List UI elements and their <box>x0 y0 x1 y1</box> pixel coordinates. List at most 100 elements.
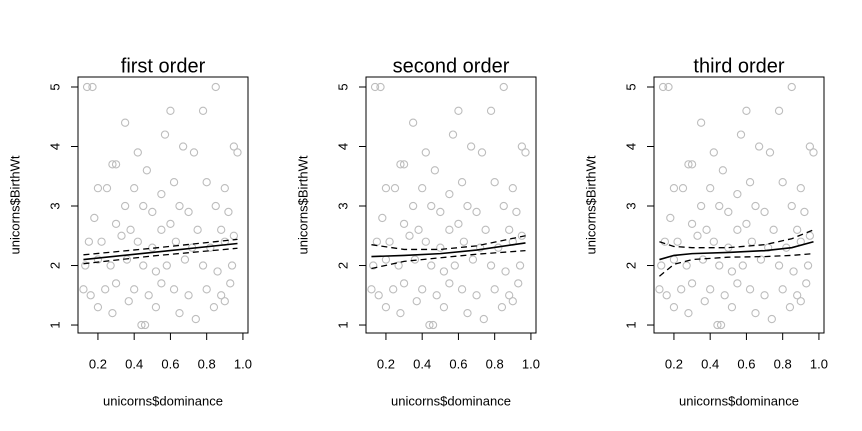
point <box>184 207 193 217</box>
point <box>106 261 115 270</box>
y-axis-label: unicorns$BirthWt <box>583 155 598 254</box>
panel: first order unicorns$dominance unicorns$Bi… <box>7 55 252 408</box>
point <box>508 297 517 306</box>
point <box>418 285 427 294</box>
point <box>439 267 449 276</box>
point <box>211 201 220 211</box>
point <box>778 285 787 294</box>
point <box>421 148 430 157</box>
point <box>180 255 190 264</box>
chart-title: first order <box>121 55 206 77</box>
confidence-line <box>371 249 526 270</box>
point <box>130 184 139 193</box>
point <box>439 303 449 312</box>
point <box>396 160 405 169</box>
confidence-line <box>371 235 526 251</box>
point <box>111 160 121 169</box>
point <box>376 82 385 92</box>
point <box>505 225 514 234</box>
point <box>193 225 202 234</box>
point <box>88 82 97 92</box>
x-axis-label: unicorns$dominance <box>679 393 799 408</box>
point <box>432 291 441 300</box>
chart-title: second order <box>393 55 510 77</box>
point <box>367 285 376 294</box>
point <box>477 148 487 157</box>
point <box>700 297 709 306</box>
y-tick-label: 3 <box>47 202 62 209</box>
point <box>657 261 666 270</box>
point <box>687 160 697 169</box>
x-tick-label: 0.8 <box>198 356 216 371</box>
x-tick-label: 1.0 <box>810 356 828 371</box>
point <box>789 267 798 276</box>
point <box>733 189 742 199</box>
point <box>399 219 409 229</box>
point <box>745 178 755 187</box>
point <box>93 184 103 193</box>
point <box>742 106 751 115</box>
x-tick-label: 0.8 <box>486 356 504 371</box>
point <box>160 130 170 139</box>
x-tick-label: 0.4 <box>125 356 143 371</box>
point <box>139 201 148 211</box>
point <box>803 261 813 270</box>
plot-frame <box>365 76 537 334</box>
point <box>684 160 693 169</box>
point <box>130 285 139 294</box>
y-tick-label: 5 <box>47 83 62 90</box>
point <box>137 320 146 330</box>
x-tick-label: 0.8 <box>774 356 792 371</box>
point <box>233 148 242 157</box>
point <box>666 213 675 223</box>
point <box>709 237 718 246</box>
point <box>399 160 409 169</box>
point <box>198 261 208 270</box>
point <box>213 267 222 276</box>
point <box>124 297 133 306</box>
confidence-line <box>83 247 238 265</box>
point <box>427 201 436 211</box>
point <box>751 201 760 211</box>
point <box>369 261 378 270</box>
point <box>754 142 764 151</box>
point <box>472 207 481 217</box>
point <box>660 237 670 246</box>
point <box>418 184 427 193</box>
x-axis-label: unicorns$dominance <box>103 393 223 408</box>
plot-frame <box>653 76 825 334</box>
point <box>515 261 525 270</box>
point <box>226 279 235 288</box>
point <box>508 184 517 193</box>
point <box>412 297 421 306</box>
point <box>220 297 229 306</box>
point <box>774 106 784 115</box>
y-tick-label: 1 <box>623 321 638 328</box>
x-tick-label: 0.4 <box>413 356 431 371</box>
y-tick-label: 4 <box>335 143 350 150</box>
x-tick-label: 0.4 <box>701 356 719 371</box>
point <box>751 308 760 318</box>
point <box>101 285 110 294</box>
point <box>139 261 148 270</box>
point <box>733 279 742 288</box>
y-tick-label: 5 <box>335 83 350 90</box>
point <box>166 106 175 115</box>
x-tick-label: 1.0 <box>234 356 252 371</box>
y-tick-label: 5 <box>623 83 638 90</box>
point <box>410 255 420 264</box>
point <box>521 148 530 157</box>
point <box>713 320 722 330</box>
point <box>117 231 126 240</box>
point <box>178 142 188 151</box>
point <box>715 261 724 270</box>
fit-line <box>83 242 238 261</box>
point <box>459 237 469 246</box>
point <box>802 279 811 288</box>
point <box>747 237 757 246</box>
point <box>97 237 106 246</box>
point <box>120 201 130 211</box>
point <box>727 267 737 276</box>
y-tick-label: 2 <box>47 262 62 269</box>
point <box>490 285 499 294</box>
